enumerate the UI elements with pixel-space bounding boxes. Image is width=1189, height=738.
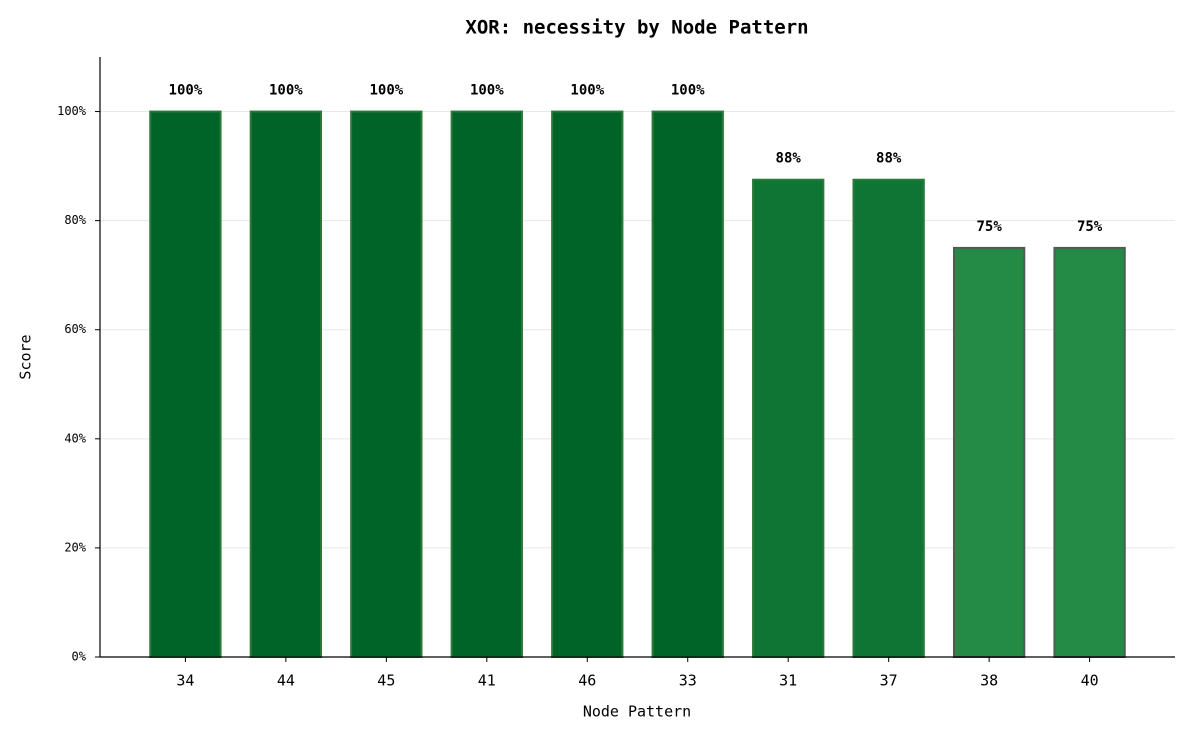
- bar: [450, 110, 523, 658]
- value-label: 100%: [470, 83, 504, 99]
- bar: [952, 246, 1026, 658]
- bar: [852, 178, 925, 659]
- x-axis-label: Node Pattern: [583, 703, 691, 721]
- bar: [651, 110, 724, 658]
- y-tick-label: 80%: [64, 213, 86, 227]
- x-tick-label: 37: [880, 672, 898, 690]
- value-label: 100%: [169, 83, 203, 99]
- bar: [551, 110, 624, 658]
- value-label: 75%: [976, 219, 1002, 235]
- bar: [249, 110, 323, 658]
- y-axis-label: Score: [17, 334, 35, 379]
- bar: [1053, 246, 1126, 658]
- bar: [752, 178, 825, 659]
- value-label: 75%: [1077, 219, 1103, 235]
- x-tick-label: 38: [980, 672, 998, 690]
- value-label: 100%: [671, 83, 705, 99]
- x-tick-label: 34: [176, 672, 194, 690]
- y-tick-label: 20%: [64, 540, 86, 554]
- x-tick-label: 40: [1081, 672, 1099, 690]
- x-tick-label: 41: [478, 672, 496, 690]
- value-label: 100%: [570, 83, 604, 99]
- x-tick-label: 46: [578, 672, 596, 690]
- bar: [149, 110, 222, 658]
- value-label: 88%: [876, 151, 902, 167]
- x-tick-label: 33: [679, 672, 697, 690]
- y-tick-label: 0%: [72, 650, 87, 664]
- chart-title: XOR: necessity by Node Pattern: [465, 17, 808, 39]
- value-label: 100%: [269, 83, 303, 99]
- y-tick-label: 100%: [57, 104, 87, 118]
- y-tick-label: 40%: [64, 431, 86, 445]
- x-tick-label: 45: [377, 672, 395, 690]
- y-tick-label: 60%: [64, 322, 86, 336]
- x-tick-label: 44: [277, 672, 295, 690]
- bar: [350, 110, 423, 658]
- x-tick-label: 31: [779, 672, 797, 690]
- value-label: 88%: [776, 151, 802, 167]
- value-label: 100%: [369, 83, 403, 99]
